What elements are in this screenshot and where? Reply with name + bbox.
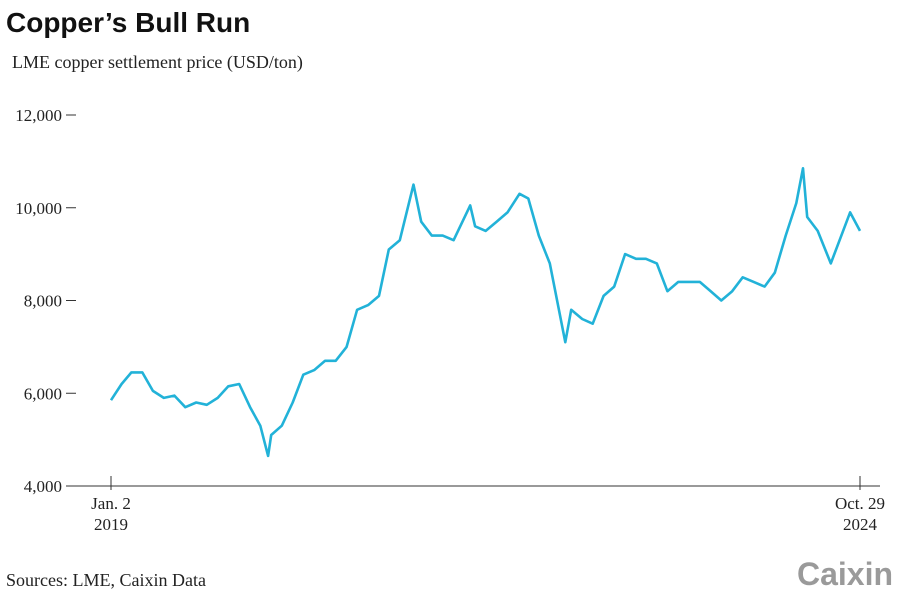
chart-subtitle: LME copper settlement price (USD/ton) [12, 52, 303, 73]
x-tick-label: Jan. 2 [91, 494, 131, 513]
y-tick-label: 8,000 [24, 292, 62, 311]
source-note: Sources: LME, Caixin Data [6, 570, 206, 590]
x-tick-sublabel: 2024 [843, 515, 878, 534]
y-tick-label: 4,000 [24, 477, 62, 496]
brand-logo: Caixin [797, 556, 893, 592]
y-tick-label: 10,000 [15, 199, 62, 218]
x-tick-sublabel: 2019 [94, 515, 128, 534]
y-tick-label: 6,000 [24, 384, 62, 403]
y-tick-label: 12,000 [15, 106, 62, 125]
x-tick-label: Oct. 29 [835, 494, 885, 513]
price-line [109, 167, 862, 458]
chart-title: Copper’s Bull Run [6, 7, 250, 38]
